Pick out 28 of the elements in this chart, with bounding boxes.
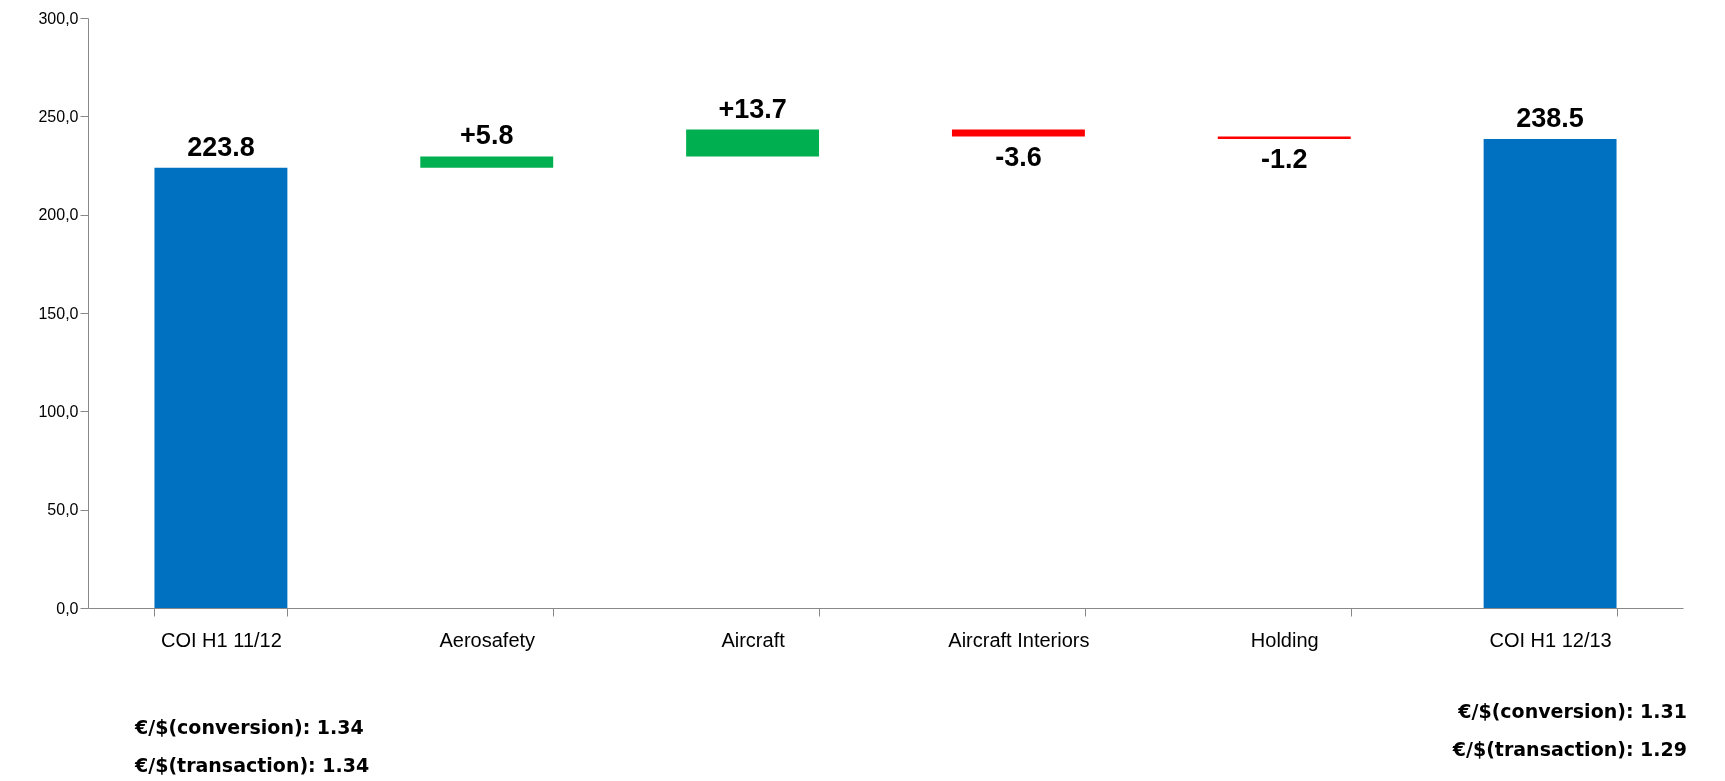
y-tick-label: 50,0 [47,501,79,519]
data-label: 223.8 [187,131,255,162]
text: €/$(transaction): 1.29 [1452,738,1687,760]
bar [420,156,554,168]
bar [951,129,1085,137]
data-label: 238.5 [1516,102,1584,133]
bar [1483,138,1617,608]
bar [686,129,820,157]
y-tick-label: 0,0 [56,599,79,617]
x-tick-label: COI H1 12/13 [1489,628,1612,651]
x-tick-label: COI H1 11/12 [161,628,282,651]
x-tick-label: Aerosafety [439,628,536,651]
y-tick-label: 250,0 [38,107,79,125]
x-tick-label: Aircraft [721,628,786,651]
x-tick-label: Aircraft Interiors [948,628,1090,651]
data-label: -3.6 [995,141,1042,172]
text: €/$(conversion): 1.31 [1458,700,1687,722]
y-tick-label: 150,0 [38,304,79,322]
y-tick-label: 300,0 [38,9,79,27]
bar [154,167,288,608]
text: €/$(conversion): 1.34 [135,716,364,738]
data-label: +5.8 [460,120,514,151]
x-tick-label: Holding [1250,628,1319,651]
data-label: +13.7 [718,93,787,124]
text: €/$(transaction): 1.34 [135,754,370,776]
y-tick-label: 200,0 [38,206,79,224]
data-label: -1.2 [1260,143,1308,174]
y-tick-label: 100,0 [38,402,79,420]
